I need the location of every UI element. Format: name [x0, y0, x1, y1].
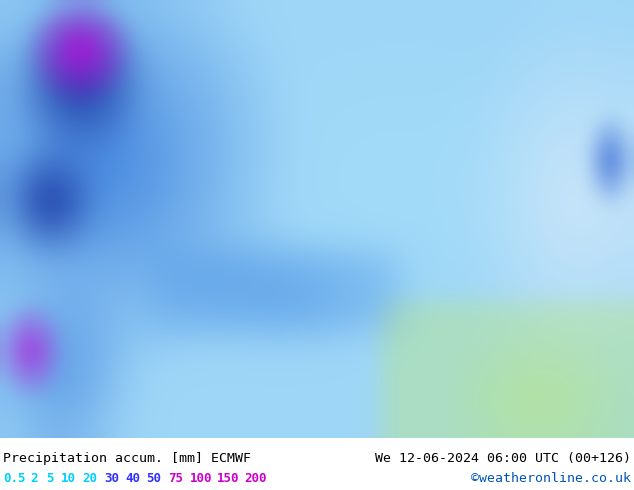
Text: 2: 2 — [30, 472, 38, 485]
Text: ©weatheronline.co.uk: ©weatheronline.co.uk — [471, 472, 631, 485]
Text: 200: 200 — [245, 472, 267, 485]
Text: 10: 10 — [61, 472, 76, 485]
Text: 20: 20 — [82, 472, 98, 485]
Text: We 12-06-2024 06:00 UTC (00+126): We 12-06-2024 06:00 UTC (00+126) — [375, 452, 631, 465]
Text: 0.5: 0.5 — [3, 472, 25, 485]
Text: 50: 50 — [146, 472, 162, 485]
Text: 40: 40 — [125, 472, 140, 485]
Text: 100: 100 — [190, 472, 212, 485]
Text: 75: 75 — [168, 472, 183, 485]
Text: 150: 150 — [217, 472, 240, 485]
Text: 5: 5 — [46, 472, 53, 485]
Text: Precipitation accum. [mm] ECMWF: Precipitation accum. [mm] ECMWF — [3, 452, 251, 465]
Text: 30: 30 — [104, 472, 119, 485]
